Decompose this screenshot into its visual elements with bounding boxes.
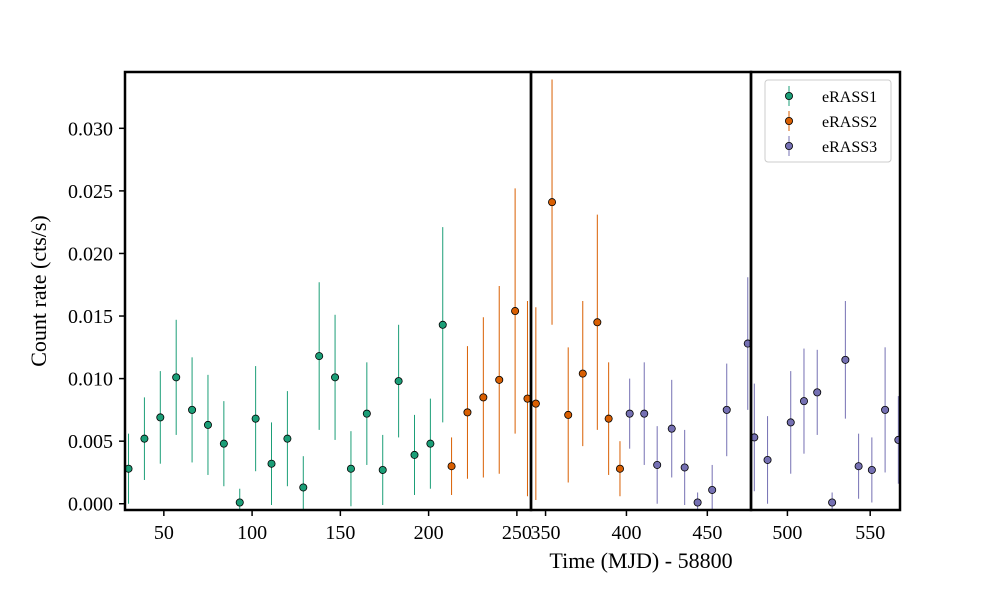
panel-frame-1 <box>123 70 533 512</box>
x-tick-label: 550 <box>855 522 885 544</box>
data-point-erass1-14 <box>331 373 340 382</box>
y-tick-label: 0.000 <box>68 494 113 516</box>
data-point-erass3-14 <box>813 388 822 397</box>
chart-marks <box>125 79 900 510</box>
data-point-erass2-9 <box>564 410 573 419</box>
data-point-erass1-7 <box>219 439 228 448</box>
data-point-erass3-1 <box>625 409 634 418</box>
panel-frames <box>123 70 902 512</box>
data-point-erass2-13 <box>615 464 624 473</box>
data-point-erass3-2 <box>640 409 649 418</box>
data-point-erass1-21 <box>438 320 447 329</box>
data-point-erass3-15 <box>828 498 837 507</box>
data-point-erass2-8 <box>548 198 557 207</box>
data-point-erass1-9 <box>251 414 260 423</box>
data-point-erass2-7 <box>531 399 540 408</box>
data-point-erass3-19 <box>881 405 890 414</box>
panel-3-marks <box>751 301 900 510</box>
data-point-erass3-4 <box>667 424 676 433</box>
legend: eRASS1 eRASS2 eRASS3 <box>764 79 892 163</box>
data-point-erass3-8 <box>722 405 731 414</box>
data-point-erass2-1 <box>447 462 456 471</box>
data-point-erass1-3 <box>156 413 165 422</box>
panel-1-marks <box>125 188 531 510</box>
data-point-erass1-5 <box>188 405 197 414</box>
data-point-erass1-11 <box>283 434 292 443</box>
legend-marker-erass1 <box>785 92 794 101</box>
panel-frame-2 <box>529 70 753 512</box>
data-point-erass1-4 <box>172 373 181 382</box>
data-point-erass1-2 <box>140 434 149 443</box>
legend-label-erass2: eRASS2 <box>822 114 877 131</box>
data-point-erass1-10 <box>267 459 276 468</box>
legend-label-erass3: eRASS3 <box>822 139 877 156</box>
y-axis-title: Count rate (cts/s) <box>26 215 51 367</box>
panel-2-marks <box>531 79 751 510</box>
data-point-erass3-12 <box>786 418 795 427</box>
y-tick-label: 0.015 <box>68 306 113 328</box>
x-tick-label: 350 <box>531 522 561 544</box>
legend-marker-erass3 <box>785 141 794 150</box>
data-point-erass1-1 <box>125 464 133 473</box>
data-point-erass1-6 <box>203 420 212 429</box>
data-point-erass1-8 <box>235 498 244 507</box>
data-point-erass3-20 <box>894 435 900 444</box>
legend-label-erass1: eRASS1 <box>822 89 877 106</box>
data-point-erass3-16 <box>841 355 850 364</box>
data-point-erass1-17 <box>378 465 387 474</box>
y-tick-label: 0.020 <box>68 243 113 265</box>
data-point-erass3-3 <box>653 460 662 469</box>
chart-axes: 0.000 0.005 0.010 0.015 0.020 0.025 0.030 50 100… <box>68 118 885 544</box>
data-point-erass3-18 <box>867 465 876 474</box>
y-tick-label: 0.005 <box>68 431 113 453</box>
x-tick-label: 400 <box>611 522 641 544</box>
data-point-erass2-5 <box>511 307 520 316</box>
data-point-erass1-19 <box>410 450 419 459</box>
data-point-erass2-3 <box>479 393 488 402</box>
data-point-erass1-12 <box>299 483 308 492</box>
x-tick-label: 450 <box>692 522 722 544</box>
y-tick-label: 0.025 <box>68 181 113 203</box>
data-point-erass1-18 <box>394 377 403 386</box>
x-tick-label: 150 <box>325 522 355 544</box>
data-point-erass3-11 <box>763 455 772 464</box>
x-tick-label: 100 <box>237 522 267 544</box>
x-tick-label: 250 <box>502 522 532 544</box>
data-point-erass3-6 <box>693 498 702 507</box>
data-point-erass3-13 <box>799 397 808 406</box>
data-point-erass3-17 <box>854 462 863 471</box>
data-point-erass3-9 <box>743 339 751 348</box>
data-point-erass2-2 <box>463 408 472 417</box>
data-point-erass1-16 <box>362 409 371 418</box>
data-point-erass3-10 <box>751 433 759 442</box>
panel-frame-3 <box>749 70 902 512</box>
y-tick-label: 0.010 <box>68 369 113 391</box>
data-point-erass3-5 <box>680 463 689 472</box>
legend-marker-erass2 <box>785 117 794 126</box>
x-tick-label: 500 <box>772 522 802 544</box>
legend-box <box>764 79 892 163</box>
data-point-erass2-4 <box>495 375 504 384</box>
data-point-erass2-10 <box>578 369 587 378</box>
y-tick-label: 0.030 <box>68 118 113 140</box>
data-point-erass1-13 <box>315 352 324 361</box>
data-point-erass3-7 <box>708 485 717 494</box>
data-point-erass2-12 <box>604 414 613 423</box>
x-tick-label: 200 <box>414 522 444 544</box>
x-tick-label: 50 <box>154 522 174 544</box>
x-axis-title: Time (MJD) - 58800 <box>549 548 732 573</box>
data-point-erass2-6 <box>523 394 531 403</box>
data-point-erass1-20 <box>426 439 435 448</box>
data-point-erass1-15 <box>346 464 355 473</box>
data-point-erass2-11 <box>593 318 602 327</box>
